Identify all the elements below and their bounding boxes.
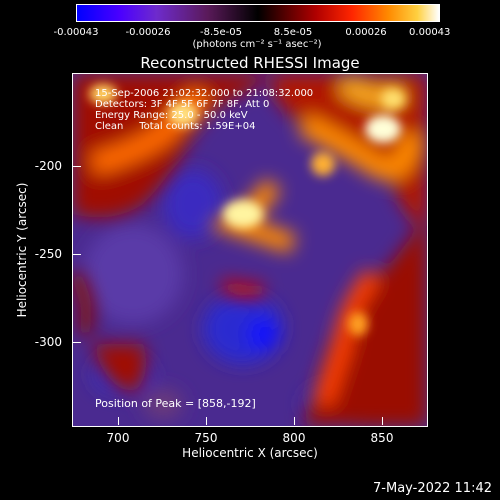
y-tick-mark	[73, 166, 81, 167]
colorbar-tick-label: -0.00026	[125, 27, 171, 38]
x-tick-mark	[118, 417, 119, 425]
x-tick-label: 800	[282, 431, 306, 445]
info-line-energy: Energy Range: 25.0 - 50.0 keV	[95, 110, 248, 121]
image-plot: 15-Sep-2006 21:02:32.000 to 21:08:32.000…	[72, 73, 428, 427]
colorbar-units: (photons cm⁻² s⁻¹ asec⁻²)	[192, 39, 322, 50]
y-tick-label: -200	[34, 159, 62, 173]
rhessi-image	[73, 74, 427, 426]
colorbar-tick-label: -8.5e-05	[200, 27, 242, 38]
colorbar	[76, 4, 440, 22]
timestamp: 7-May-2022 11:42	[373, 481, 492, 496]
y-tick-mark	[73, 254, 81, 255]
info-line-time: 15-Sep-2006 21:02:32.000 to 21:08:32.000	[95, 88, 314, 99]
y-tick-mark	[73, 342, 81, 343]
x-tick-mark	[294, 417, 295, 425]
info-line-detectors: Detectors: 3F 4F 5F 6F 7F 8F, Att 0	[95, 99, 270, 110]
peak-position: Position of Peak = [858,-192]	[95, 397, 256, 410]
x-tick-label: 850	[370, 431, 394, 445]
x-tick-label: 750	[194, 431, 218, 445]
x-tick-mark	[382, 417, 383, 425]
y-tick-label: -300	[34, 335, 62, 349]
x-tick-label: 700	[106, 431, 130, 445]
x-tick-mark	[206, 417, 207, 425]
colorbar-tick-label: 8.5e-05	[273, 27, 313, 38]
plot-title: Reconstructed RHESSI Image	[140, 54, 360, 72]
info-line-counts: Clean Total counts: 1.59E+04	[95, 121, 256, 132]
y-axis-label: Heliocentric Y (arcsec)	[15, 182, 29, 318]
colorbar-tick-label: 0.00043	[409, 27, 451, 38]
colorbar-tick-label: 0.00026	[345, 27, 387, 38]
colorbar-tick-label: -0.00043	[53, 27, 99, 38]
y-tick-label: -250	[34, 247, 62, 261]
x-axis-label: Heliocentric X (arcsec)	[182, 446, 318, 460]
